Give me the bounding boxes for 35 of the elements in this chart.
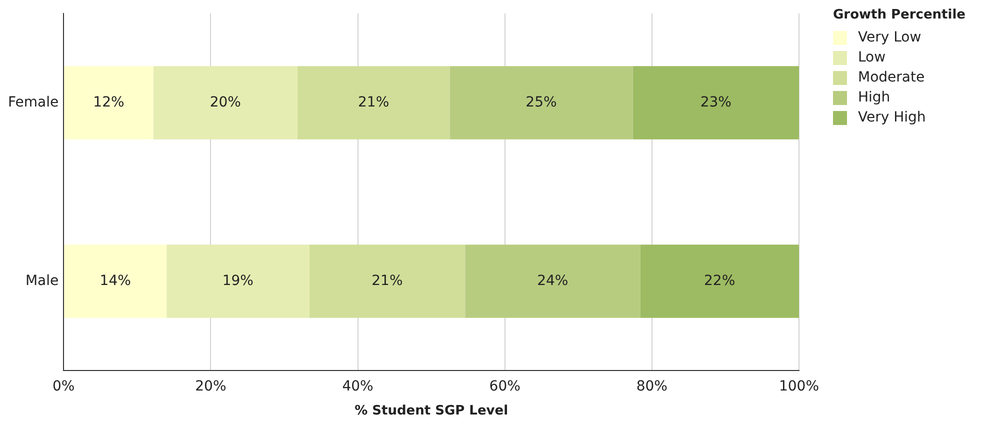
legend-label: Very Low <box>858 30 922 46</box>
data-label: 21% <box>358 94 390 110</box>
data-label: 20% <box>210 94 241 110</box>
bar <box>632 66 799 140</box>
data-label: 22% <box>704 272 736 289</box>
data-label: 14% <box>100 272 131 289</box>
data-label: 23% <box>700 94 732 110</box>
legend-title: Growth Percentile <box>833 7 966 22</box>
bar <box>64 244 167 318</box>
data-label: 25% <box>526 94 557 110</box>
x-tick-label: 60% <box>489 378 520 395</box>
x-tick-label: 40% <box>342 378 374 395</box>
data-label: 24% <box>537 272 568 289</box>
y-tick-label: Male <box>25 272 59 289</box>
bar <box>153 66 298 140</box>
x-tick-label: 80% <box>636 378 668 395</box>
x-tick-label: 100% <box>778 378 820 395</box>
bar <box>465 244 640 318</box>
bar <box>64 66 154 140</box>
legend-label: High <box>858 90 890 106</box>
legend-label: Low <box>858 50 886 66</box>
bar <box>297 66 450 140</box>
bar <box>640 244 799 318</box>
x-axis-title: % Student SGP Level <box>354 404 508 419</box>
bar <box>450 66 633 140</box>
data-label: 21% <box>372 272 403 289</box>
bar <box>309 244 466 318</box>
data-label: 19% <box>222 272 254 289</box>
y-tick-label: Female <box>8 94 59 110</box>
legend-label: Very High <box>858 110 926 126</box>
legend-label: Moderate <box>858 70 925 86</box>
x-tick-label: 20% <box>195 378 226 395</box>
bar <box>166 244 310 318</box>
data-label: 12% <box>93 94 124 110</box>
x-tick-label: 0% <box>52 378 75 395</box>
